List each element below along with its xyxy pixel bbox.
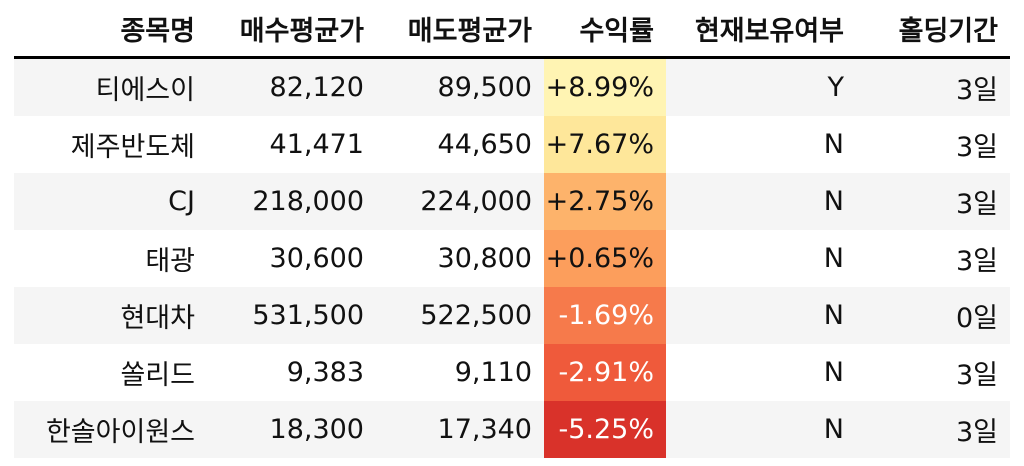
- header-stock-name: 종목명: [14, 0, 207, 59]
- holding-status-cell: Y: [666, 57, 856, 116]
- table-row: CJ 218,000 224,000 +2.75% N 3일: [14, 173, 1010, 230]
- table-row: 한솔아이원스 18,300 17,340 -5.25% N 3일: [14, 401, 1010, 458]
- table-row: 티에스이 82,120 89,500 +8.99% Y 3일: [14, 57, 1010, 116]
- header-avg-sell-price: 매도평균가: [376, 0, 544, 59]
- return-rate-cell: +2.75%: [544, 173, 666, 230]
- return-rate-cell: +8.99%: [544, 57, 666, 116]
- avg-sell-price-cell: 89,500: [376, 57, 544, 116]
- holding-period-cell: 3일: [856, 401, 1010, 458]
- header-avg-buy-price: 매수평균가: [207, 0, 376, 59]
- header-return-rate: 수익률: [544, 0, 666, 59]
- holding-period-cell: 3일: [856, 230, 1010, 287]
- stock-name-cell: 한솔아이원스: [14, 401, 207, 458]
- avg-buy-price-cell: 82,120: [207, 57, 376, 116]
- return-rate-cell: -5.25%: [544, 401, 666, 458]
- avg-buy-price-cell: 41,471: [207, 116, 376, 173]
- holding-status-cell: N: [666, 230, 856, 287]
- holding-status-cell: N: [666, 401, 856, 458]
- stock-name-cell: CJ: [14, 173, 207, 230]
- return-rate-cell: +7.67%: [544, 116, 666, 173]
- holding-period-cell: 3일: [856, 57, 1010, 116]
- stock-name-cell: 티에스이: [14, 57, 207, 116]
- avg-buy-price-cell: 531,500: [207, 287, 376, 344]
- holding-status-cell: N: [666, 344, 856, 401]
- avg-sell-price-cell: 9,110: [376, 344, 544, 401]
- stock-name-cell: 쏠리드: [14, 344, 207, 401]
- avg-buy-price-cell: 9,383: [207, 344, 376, 401]
- return-rate-cell: -1.69%: [544, 287, 666, 344]
- avg-buy-price-cell: 30,600: [207, 230, 376, 287]
- table-row: 제주반도체 41,471 44,650 +7.67% N 3일: [14, 116, 1010, 173]
- avg-buy-price-cell: 18,300: [207, 401, 376, 458]
- avg-sell-price-cell: 30,800: [376, 230, 544, 287]
- table-row: 현대차 531,500 522,500 -1.69% N 0일: [14, 287, 1010, 344]
- header-holding-period: 홀딩기간: [856, 0, 1010, 59]
- stock-name-cell: 태광: [14, 230, 207, 287]
- avg-sell-price-cell: 17,340: [376, 401, 544, 458]
- header-currently-holding: 현재보유여부: [666, 0, 856, 59]
- avg-sell-price-cell: 522,500: [376, 287, 544, 344]
- return-rate-cell: +0.65%: [544, 230, 666, 287]
- trade-summary-table-container: 종목명 매수평균가 매도평균가 수익률 현재보유여부 홀딩기간 티에스이 82,…: [14, 0, 1010, 458]
- holding-period-cell: 3일: [856, 173, 1010, 230]
- stock-name-cell: 제주반도체: [14, 116, 207, 173]
- trade-summary-table: 종목명 매수평균가 매도평균가 수익률 현재보유여부 홀딩기간 티에스이 82,…: [14, 0, 1010, 458]
- holding-period-cell: 3일: [856, 116, 1010, 173]
- header-row: 종목명 매수평균가 매도평균가 수익률 현재보유여부 홀딩기간: [14, 0, 1010, 59]
- return-rate-cell: -2.91%: [544, 344, 666, 401]
- table-row: 쏠리드 9,383 9,110 -2.91% N 3일: [14, 344, 1010, 401]
- avg-sell-price-cell: 224,000: [376, 173, 544, 230]
- holding-period-cell: 0일: [856, 287, 1010, 344]
- holding-status-cell: N: [666, 173, 856, 230]
- holding-period-cell: 3일: [856, 344, 1010, 401]
- avg-buy-price-cell: 218,000: [207, 173, 376, 230]
- stock-name-cell: 현대차: [14, 287, 207, 344]
- holding-status-cell: N: [666, 116, 856, 173]
- avg-sell-price-cell: 44,650: [376, 116, 544, 173]
- table-row: 태광 30,600 30,800 +0.65% N 3일: [14, 230, 1010, 287]
- holding-status-cell: N: [666, 287, 856, 344]
